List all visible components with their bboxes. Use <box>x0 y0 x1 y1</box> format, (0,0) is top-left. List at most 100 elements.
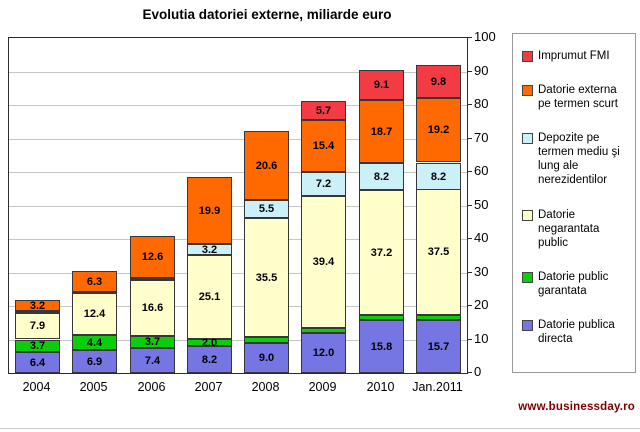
bar-value-label: 3.7 <box>29 340 46 352</box>
bar-value-label: 20.6 <box>255 159 278 172</box>
bar-segment-datorie-negarantata-public: 7.9 <box>15 313 60 339</box>
gridline <box>9 340 467 341</box>
bottom-divider <box>0 428 640 429</box>
y-axis-label: 80 <box>474 96 489 111</box>
y-axis-label: 40 <box>474 230 489 245</box>
bar-segment-datorie-publica-directa: 7.4 <box>130 348 175 373</box>
y-axis-label: 30 <box>474 264 489 279</box>
gridline <box>9 206 467 207</box>
y-axis-tick <box>467 272 472 273</box>
bar-value-label: 37.5 <box>427 246 450 258</box>
bar-value-label: 39.4 <box>312 256 335 268</box>
bar-segment-depozite-nerezidenti: 7.2 <box>301 172 346 196</box>
gridline <box>9 105 467 106</box>
plot-area: 6.4 3.7 7.9 3.2 6.9 4.4 12.4 6.3 7.4 3.7 16.6 12.6 8… <box>8 37 468 374</box>
bar-segment-datorie-publica-directa: 6.4 <box>15 352 60 373</box>
bar-2008: 9.0 35.5 5.5 20.6 <box>244 38 289 373</box>
x-axis-label: 2010 <box>366 380 395 394</box>
x-axis-label: 2005 <box>79 380 108 394</box>
bar-value-label: 7.2 <box>315 178 332 190</box>
bar-value-label: 8.2 <box>430 170 447 183</box>
y-axis-tick <box>467 37 472 38</box>
bar-value-label: 3.2 <box>29 299 46 312</box>
gridline <box>9 172 467 173</box>
bar-value-label: 2.0 <box>201 336 218 349</box>
bar-segment-datorie-negarantata-public: 25.1 <box>187 255 232 339</box>
legend-label-datorie-negarantata-public: Datorie negarantata public <box>538 208 600 249</box>
bar-2004: 6.4 3.7 7.9 3.2 <box>15 38 60 373</box>
bar-value-label: 19.9 <box>198 204 221 217</box>
y-axis-tick <box>467 372 472 373</box>
bar-segment-datorie-public-garantata <box>359 315 404 320</box>
bar-segment-datorie-externa-termen-scurt: 6.3 <box>72 271 117 292</box>
bar-segment-datorie-public-garantata <box>244 337 289 343</box>
bar-2010: 15.8 37.2 8.2 18.7 9.1 <box>359 38 404 373</box>
bar-segment-datorie-publica-directa: 6.9 <box>72 350 117 373</box>
bar-segment-datorie-externa-termen-scurt: 12.6 <box>130 236 175 278</box>
bar-value-label: 9.0 <box>258 352 275 364</box>
bar-value-label: 19.2 <box>427 124 450 136</box>
legend-swatch-datorie-externa-termen-scurt <box>522 85 533 97</box>
bar-value-label: 7.4 <box>144 354 161 367</box>
bar-segment-imprumut-fmi: 5.7 <box>301 101 346 120</box>
x-axis-label: Jan.2011 <box>412 380 463 394</box>
bar-segment-depozite-nerezidenti: 5.5 <box>244 200 289 218</box>
legend-label-datorie-public-garantata: Datorie public garantata <box>538 270 609 297</box>
y-axis-label: 100 <box>474 29 496 44</box>
bar-segment-depozite-nerezidenti <box>15 311 60 313</box>
y-axis-tick <box>467 339 472 340</box>
bar-value-label: 8.2 <box>373 170 390 183</box>
bar-value-label: 9.8 <box>430 75 447 88</box>
bar-value-label: 5.7 <box>315 104 332 117</box>
legend-item-depozite-nerezidenti: Depozite pe termen mediu şi lung ale ner… <box>522 131 631 187</box>
y-axis-tick <box>467 205 472 206</box>
legend-label-imprumut-fmi: Imprumut FMI <box>538 50 610 62</box>
bar-value-label: 6.9 <box>86 355 103 368</box>
y-axis-label: 50 <box>474 197 489 212</box>
bar-segment-datorie-publica-directa: 8.2 <box>187 346 232 373</box>
legend-swatch-depozite-nerezidenti <box>522 133 533 145</box>
bar-segment-imprumut-fmi: 9.8 <box>416 65 461 98</box>
legend-item-imprumut-fmi: Imprumut FMI <box>522 49 631 63</box>
bar-segment-depozite-nerezidenti <box>72 292 117 294</box>
bar-2006: 7.4 3.7 16.6 12.6 <box>130 38 175 373</box>
bar-segment-datorie-public-garantata: 3.7 <box>130 336 175 348</box>
bar-segment-datorie-public-garantata: 3.7 <box>15 340 60 352</box>
bar-value-label: 12.6 <box>141 251 164 263</box>
y-axis-label: 60 <box>474 163 489 178</box>
bar-segment-datorie-externa-termen-scurt: 3.2 <box>15 300 60 311</box>
bar-segment-datorie-externa-termen-scurt: 18.7 <box>359 100 404 163</box>
bar-2009: 12.0 39.4 7.2 15.4 5.7 <box>301 38 346 373</box>
bar-segment-datorie-public-garantata: 2.0 <box>187 336 232 349</box>
y-axis-tick <box>467 71 472 72</box>
bar-2005: 6.9 4.4 12.4 6.3 <box>72 38 117 373</box>
bar-segment-datorie-public-garantata <box>301 328 346 333</box>
bar-segment-datorie-publica-directa: 15.8 <box>359 320 404 373</box>
bar-value-label: 37.2 <box>370 246 393 259</box>
bar-segment-datorie-externa-termen-scurt: 15.4 <box>301 120 346 172</box>
bar-value-label: 3.7 <box>144 336 161 348</box>
bar-value-label: 15.8 <box>370 340 393 353</box>
website-link[interactable]: www.businessday.ro <box>518 401 635 413</box>
legend-swatch-imprumut-fmi <box>522 51 533 62</box>
y-axis-tick <box>467 171 472 172</box>
gridline <box>9 72 467 73</box>
bar-value-label: 3.2 <box>201 243 218 256</box>
bar-value-label: 15.4 <box>312 140 335 152</box>
bar-segment-datorie-publica-directa: 9.0 <box>244 343 289 373</box>
x-axis-label: 2008 <box>251 380 280 394</box>
bar-value-label: 18.7 <box>370 125 393 138</box>
gridline <box>9 273 467 274</box>
y-axis-label: 90 <box>474 63 489 78</box>
gridline <box>9 306 467 307</box>
y-axis-tick <box>467 104 472 105</box>
legend-label-datorie-publica-directa: Datorie publica directa <box>538 318 615 345</box>
bar-segment-datorie-negarantata-public: 16.6 <box>130 280 175 336</box>
bar-value-label: 6.3 <box>86 275 103 288</box>
legend-item-datorie-negarantata-public: Datorie negarantata public <box>522 208 631 250</box>
legend: Imprumut FMI Datorie externa pe termen sc… <box>512 33 636 373</box>
bar-value-label: 12.0 <box>312 347 335 359</box>
bar-value-label: 9.1 <box>373 79 390 91</box>
bar-segment-datorie-publica-directa: 15.7 <box>416 320 461 373</box>
